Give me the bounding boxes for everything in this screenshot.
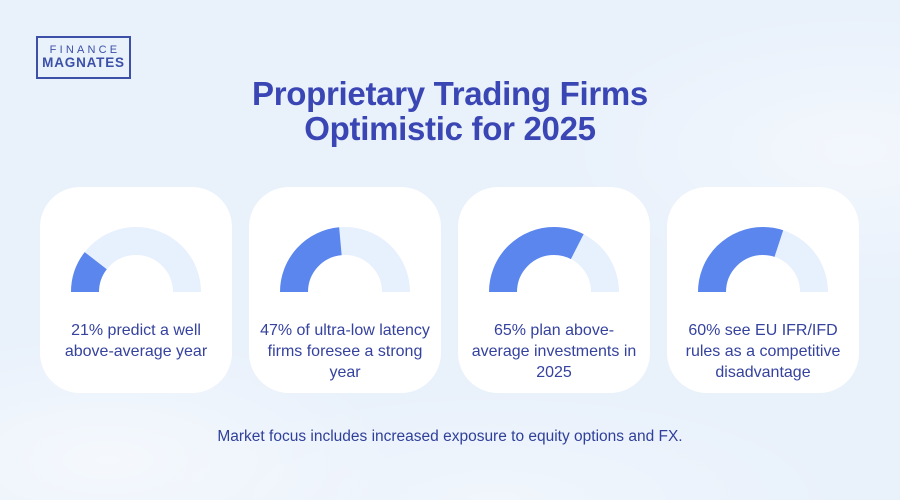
stat-cards-row: 21% predict a well above-average year 47…: [40, 187, 859, 393]
stat-caption: 60% see EU IFR/IFD rules as a competitiv…: [685, 322, 841, 382]
finance-magnates-logo: FINANCE MAGNATES: [36, 36, 131, 79]
stat-caption: 47% of ultra-low latency firms foresee a…: [260, 322, 430, 382]
stat-card-investments: 65% plan above-average investments in 20…: [458, 187, 650, 393]
gauge-chart: [489, 227, 619, 293]
stat-card-prediction: 21% predict a well above-average year: [40, 187, 232, 393]
stat-caption: 21% predict a well above-average year: [64, 322, 208, 361]
page-title-line1: Proprietary Trading Firms: [252, 75, 648, 112]
stat-caption: 65% plan above-average investments in 20…: [471, 322, 637, 382]
stat-card-latency: 47% of ultra-low latency firms foresee a…: [249, 187, 441, 393]
logo-text-magnates: MAGNATES: [42, 55, 125, 71]
page-title-line2: Optimistic for 2025: [304, 110, 596, 148]
gauge-chart: [280, 227, 410, 293]
logo-text-finance: FINANCE: [49, 43, 121, 56]
stat-card-regulation: 60% see EU IFR/IFD rules as a competitiv…: [667, 187, 859, 393]
gauge-chart: [698, 227, 828, 293]
gauge-chart: [71, 227, 201, 293]
footer-note: Market focus includes increased exposure…: [217, 428, 683, 445]
page-title: Proprietary Trading Firms Optimistic for…: [0, 76, 900, 147]
